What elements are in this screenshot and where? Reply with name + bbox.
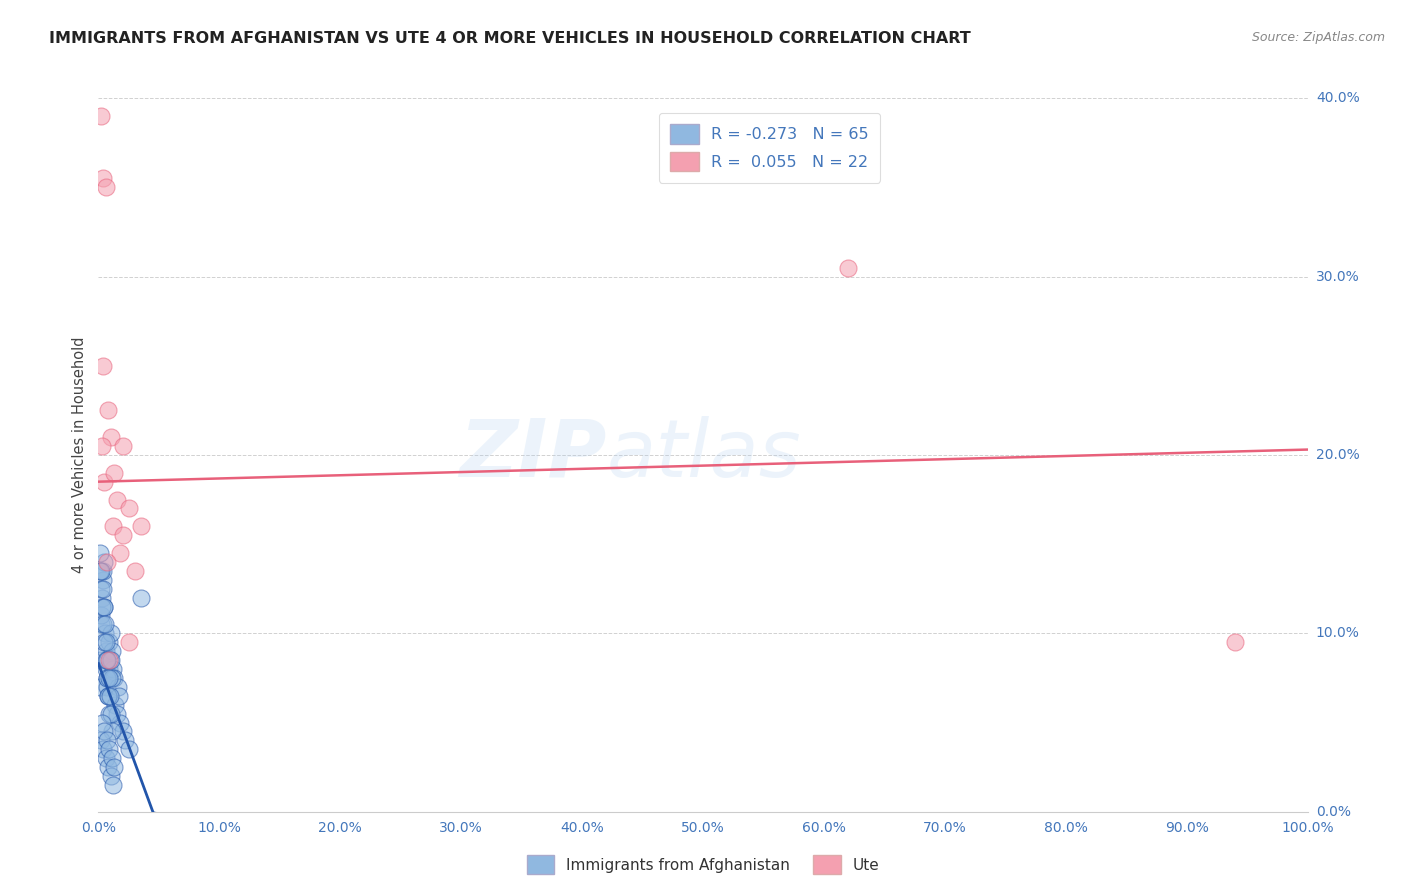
Text: Source: ZipAtlas.com: Source: ZipAtlas.com (1251, 31, 1385, 45)
Point (100, 706, 122, 721)
Point (93, 599, 115, 614)
Text: 0.0%: 0.0% (1316, 805, 1351, 819)
Point (90, 617, 112, 632)
Point (97, 671, 120, 685)
Point (91, 582, 114, 596)
Text: 20.0%: 20.0% (1316, 448, 1360, 462)
Legend: R = -0.273   N = 65, R =  0.055   N = 22: R = -0.273 N = 65, R = 0.055 N = 22 (659, 113, 880, 183)
Point (103, 671, 125, 685)
Point (89, 546, 111, 560)
Point (91, 715, 114, 730)
Point (108, 715, 131, 730)
Point (98, 742, 121, 756)
Point (111, 724, 134, 739)
Point (98, 689, 121, 703)
Point (98, 635, 121, 649)
Point (118, 635, 141, 649)
Point (124, 564, 146, 578)
Point (89, 680, 111, 694)
Point (91, 171, 114, 186)
Point (91, 359, 114, 373)
Point (101, 724, 124, 739)
Point (90, 733, 112, 747)
Point (96, 653, 118, 667)
Point (93, 475, 115, 489)
Text: atlas: atlas (606, 416, 801, 494)
Point (91, 742, 114, 756)
Point (97, 689, 120, 703)
Point (94, 180, 117, 194)
Point (101, 778, 124, 792)
Text: 10.0%: 10.0% (1316, 626, 1360, 640)
Point (97, 689, 120, 703)
Point (98, 653, 121, 667)
Point (90, 564, 112, 578)
Point (111, 439, 134, 453)
Point (90, 608, 112, 623)
Point (103, 466, 125, 480)
Text: 30.0%: 30.0% (1316, 269, 1360, 284)
Point (89, 653, 111, 667)
Point (100, 644, 122, 658)
Point (94, 644, 117, 658)
Point (96, 671, 118, 685)
Point (129, 591, 152, 605)
Point (104, 698, 127, 712)
Point (129, 519, 152, 533)
Point (105, 706, 128, 721)
Point (100, 626, 122, 640)
Point (91, 439, 114, 453)
Point (90, 582, 112, 596)
Point (91, 617, 114, 632)
Point (98, 653, 121, 667)
Point (90, 109, 112, 123)
Point (89, 564, 111, 578)
Point (100, 751, 122, 765)
Point (97, 760, 120, 774)
Legend: Immigrants from Afghanistan, Ute: Immigrants from Afghanistan, Ute (520, 849, 886, 880)
Point (91, 573, 114, 587)
Point (91, 599, 114, 614)
Point (91, 564, 114, 578)
Point (96, 671, 118, 685)
Point (103, 760, 125, 774)
Point (114, 733, 136, 747)
Point (101, 662, 124, 676)
Point (91, 591, 114, 605)
Point (118, 742, 141, 756)
Point (93, 555, 115, 569)
Point (105, 492, 128, 507)
Y-axis label: 4 or more Vehicles in Household: 4 or more Vehicles in Household (72, 336, 87, 574)
Point (100, 769, 122, 783)
Point (98, 706, 121, 721)
Point (94, 617, 117, 632)
Point (94, 653, 117, 667)
Point (96, 680, 118, 694)
Text: IMMIGRANTS FROM AFGHANISTAN VS UTE 4 OR MORE VEHICLES IN HOUSEHOLD CORRELATION C: IMMIGRANTS FROM AFGHANISTAN VS UTE 4 OR … (49, 31, 972, 46)
Point (1223, 635, 1246, 649)
Point (97, 403, 120, 417)
Point (100, 671, 122, 685)
Point (111, 528, 134, 542)
Point (108, 546, 131, 560)
Point (837, 260, 859, 275)
Point (94, 751, 117, 765)
Point (108, 689, 131, 703)
Point (93, 599, 115, 614)
Point (97, 662, 120, 676)
Point (107, 680, 129, 694)
Point (93, 724, 115, 739)
Point (96, 555, 118, 569)
Point (100, 653, 122, 667)
Point (96, 733, 118, 747)
Point (96, 662, 118, 676)
Point (93, 635, 115, 649)
Text: ZIP: ZIP (458, 416, 606, 494)
Point (94, 626, 117, 640)
Text: 40.0%: 40.0% (1316, 91, 1360, 105)
Point (96, 635, 118, 649)
Point (101, 519, 124, 533)
Point (118, 501, 141, 516)
Point (100, 430, 122, 444)
